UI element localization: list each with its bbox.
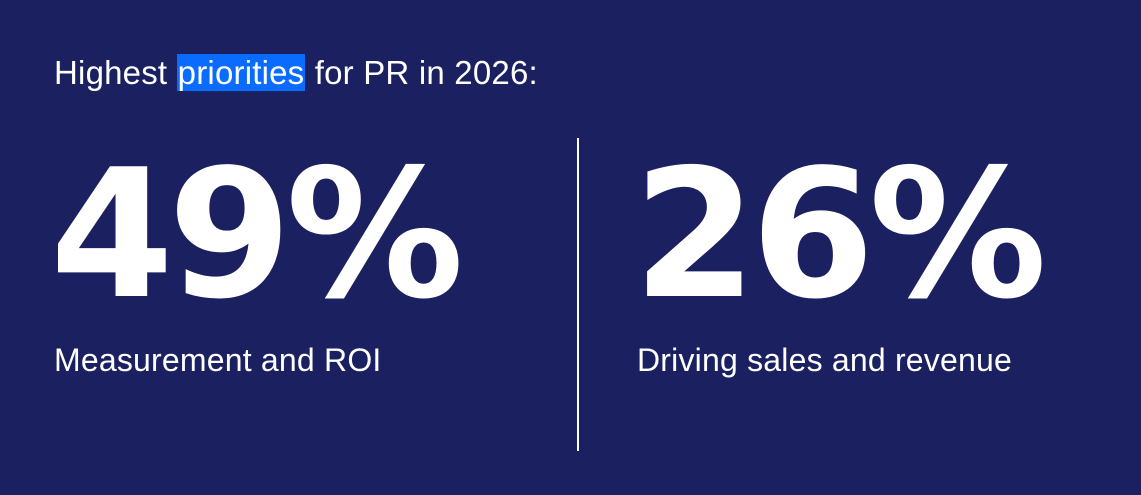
stat-block-sales: 26% Driving sales and revenue [633,131,1047,379]
headline: Highest priorities for PR in 2026: [54,50,538,96]
stat-value: 49% [50,131,464,338]
selected-text-highlight[interactable]: priorities [176,54,306,91]
vertical-divider [577,138,579,451]
stat-block-measurement: 49% Measurement and ROI [50,131,464,379]
headline-text-after: for PR in 2026: [305,54,538,91]
stat-label: Driving sales and revenue [637,342,1012,378]
headline-text-before: Highest [54,54,177,91]
stat-value: 26% [633,131,1047,338]
stat-label: Measurement and ROI [54,342,382,378]
